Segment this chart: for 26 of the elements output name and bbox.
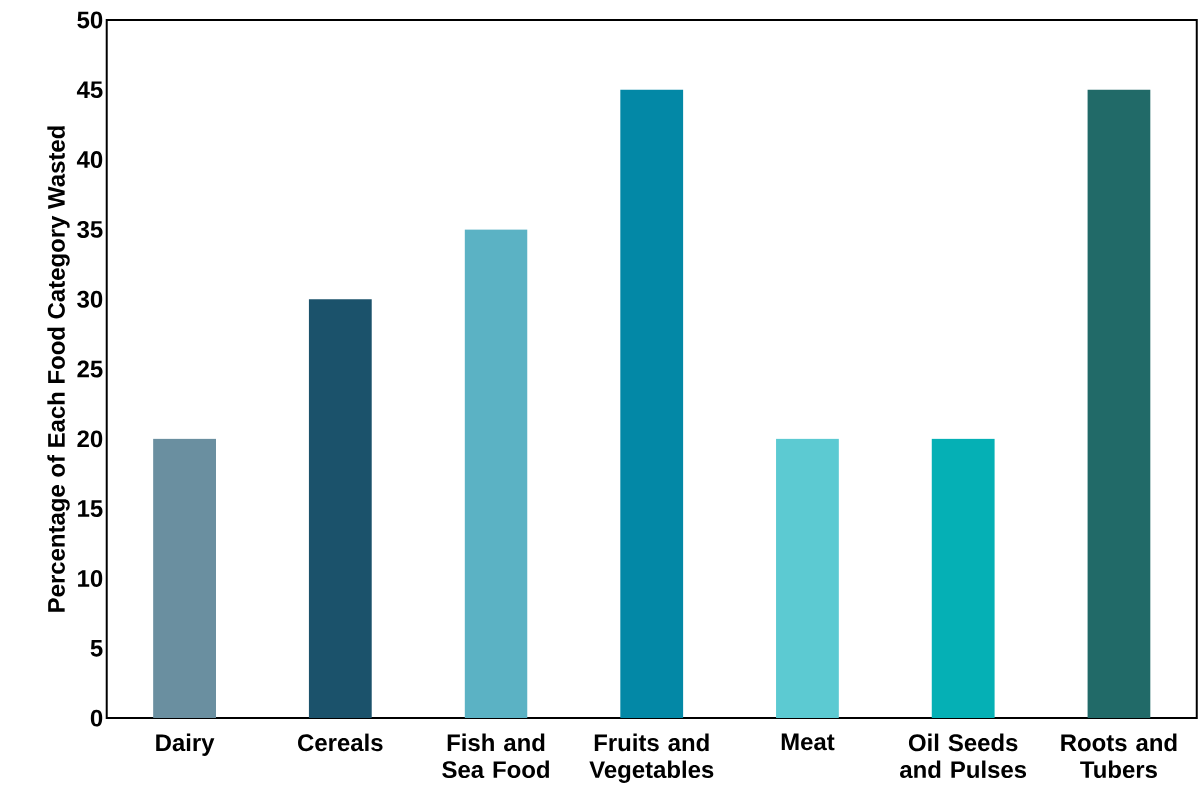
y-tick-label: 5	[90, 640, 103, 657]
y-tick-label: 15	[78, 500, 103, 518]
x-tick-label: Cereals	[298, 733, 383, 752]
y-tick-label: 30	[77, 290, 103, 308]
y-axis-title: Percentage of Each Food Category Wasted	[47, 126, 70, 612]
bar	[308, 299, 372, 719]
bar	[464, 229, 528, 719]
y-tick-label: 35	[77, 220, 103, 238]
bar	[153, 438, 216, 719]
bar	[620, 89, 684, 719]
x-tick-label: Fish and Sea Food	[442, 733, 549, 779]
bar	[776, 438, 839, 719]
y-tick-label: 25	[77, 360, 103, 378]
x-tick-label: Meat	[781, 733, 835, 751]
y-tick-label: 50	[77, 11, 103, 29]
y-tick-label: 0	[90, 709, 103, 727]
bar	[931, 438, 995, 719]
bar	[1087, 89, 1151, 719]
y-tick-label: 40	[76, 151, 103, 169]
y-tick-label: 45	[76, 81, 103, 99]
x-tick-label: Oil Seeds and Pulses	[900, 733, 1027, 779]
y-tick-label: 10	[78, 570, 103, 588]
y-tick-label: 20	[77, 430, 103, 448]
x-tick-label: Dairy	[156, 733, 215, 756]
x-tick-label: Fruits and Vegetables	[589, 733, 714, 784]
x-tick-label: Roots and Tubers	[1061, 733, 1177, 779]
